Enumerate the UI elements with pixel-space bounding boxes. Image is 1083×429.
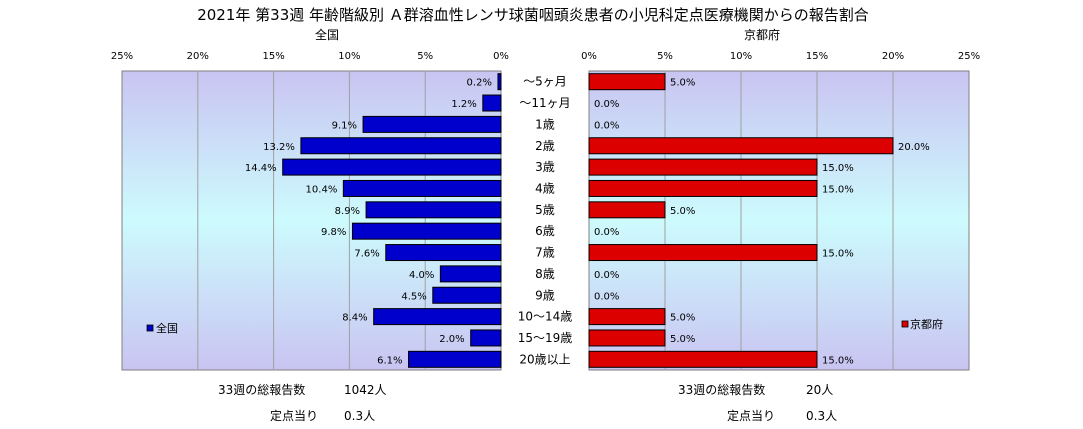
left-footer: 33週の総報告数 1042人 定点当り 0.3人 (218, 382, 387, 423)
right-tick-label: 20% (882, 51, 904, 62)
left-tick-label: 0% (493, 51, 509, 62)
left-bar (300, 137, 502, 155)
right-data-label: 5.0% (670, 334, 695, 345)
right-bar (588, 308, 666, 326)
left-tick-label: 25% (111, 51, 133, 62)
left-tick-label: 5% (417, 51, 433, 62)
left-data-label: 8.4% (342, 313, 367, 324)
left-data-label: 0.2% (467, 78, 492, 89)
left-per-value: 0.3人 (344, 409, 375, 423)
left-bar (351, 222, 502, 240)
right-data-label: 0.0% (594, 291, 619, 302)
category-label: 7歳 (535, 246, 555, 260)
left-bar (497, 73, 502, 91)
right-data-label: 0.0% (594, 270, 619, 281)
right-bar (588, 244, 818, 262)
category-label: 15～19歳 (518, 331, 573, 345)
left-tick-label: 15% (262, 51, 284, 62)
category-label: ～11ヶ月 (519, 96, 570, 110)
left-per-label: 定点当り (270, 408, 318, 423)
left-total-value: 1042人 (344, 383, 387, 397)
right-tick-label: 5% (657, 51, 673, 62)
left-data-label: 9.1% (332, 120, 357, 131)
left-legend-swatch (146, 324, 154, 332)
right-bar (588, 73, 666, 91)
category-label: 2歳 (535, 139, 555, 153)
left-bar (439, 265, 502, 283)
left-tick-label: 20% (187, 51, 209, 62)
category-label: 8歳 (535, 267, 555, 281)
right-per-label: 定点当り (727, 408, 775, 423)
left-data-label: 1.2% (451, 99, 476, 110)
right-total-value: 20人 (806, 383, 833, 397)
left-bar (482, 94, 502, 112)
left-bar (362, 115, 502, 133)
left-bar (385, 244, 502, 262)
category-label: ～5ヶ月 (523, 75, 567, 89)
left-data-label: 9.8% (321, 227, 346, 238)
right-tick-label: 15% (806, 51, 828, 62)
chart-title: 2021年 第33週 年齢階級別 Ａ群溶血性レンサ球菌咽頭炎患者の小児科定点医療… (197, 6, 869, 24)
left-panel-subtitle: 全国 (315, 27, 339, 42)
right-data-label: 15.0% (822, 355, 854, 366)
right-data-label: 15.0% (822, 249, 854, 260)
right-legend-label: 京都府 (910, 317, 943, 331)
right-data-label: 0.0% (594, 227, 619, 238)
right-panel: 0% 5% 10% 15% 20% 25% 5.0% 0.0% 0.0% 20.0% 15.0% 1… (581, 51, 980, 371)
right-bar (588, 158, 818, 176)
category-axis: ～5ヶ月 ～11ヶ月 1歳 2歳 3歳 4歳 5歳 6歳 7歳 8歳 9歳 10～14歳 15～19歳 2… (518, 75, 573, 367)
category-label: 3歳 (535, 160, 555, 174)
category-label: 20歳以上 (519, 352, 570, 366)
right-bar (588, 350, 818, 368)
right-panel-subtitle: 京都府 (744, 27, 780, 42)
left-data-label: 2.0% (439, 334, 464, 345)
left-data-label: 14.4% (245, 163, 277, 174)
left-data-label: 8.9% (335, 206, 360, 217)
category-label: 1歳 (535, 117, 555, 131)
category-label: 5歳 (535, 203, 555, 217)
left-bar (342, 179, 502, 197)
right-data-label: 15.0% (822, 184, 854, 195)
category-label: 4歳 (535, 181, 555, 195)
left-total-label: 33週の総報告数 (218, 382, 305, 397)
right-data-label: 0.0% (594, 99, 619, 110)
left-bar (432, 286, 502, 304)
left-data-label: 4.0% (409, 270, 434, 281)
right-bar (588, 179, 818, 197)
left-plot-area (121, 70, 502, 371)
right-bar (588, 137, 894, 155)
left-bar (408, 350, 502, 368)
left-panel: 25% 20% 15% 10% 5% 0% 0.2% 1.2% 9.1% 13.2% 14.4% 1… (111, 51, 509, 371)
right-total-label: 33週の総報告数 (678, 382, 765, 397)
left-data-label: 10.4% (306, 184, 338, 195)
right-bar (588, 329, 666, 347)
right-tick-label: 25% (958, 51, 980, 62)
left-bar (282, 158, 502, 176)
right-data-label: 0.0% (594, 120, 619, 131)
right-per-value: 0.3人 (806, 409, 837, 423)
right-bar (588, 201, 666, 219)
category-label: 6歳 (535, 224, 555, 238)
left-legend-label: 全国 (156, 321, 178, 335)
right-legend-swatch (901, 320, 909, 328)
right-data-label: 5.0% (670, 78, 695, 89)
left-data-label: 6.1% (377, 355, 402, 366)
right-data-label: 15.0% (822, 163, 854, 174)
left-data-label: 7.6% (354, 249, 379, 260)
left-tick-label: 10% (338, 51, 360, 62)
category-label: 9歳 (535, 288, 555, 302)
right-data-label: 5.0% (670, 313, 695, 324)
left-data-label: 13.2% (263, 142, 295, 153)
left-bar (470, 329, 502, 347)
category-label: 10～14歳 (518, 310, 573, 324)
right-tick-label: 10% (730, 51, 752, 62)
right-data-label: 5.0% (670, 206, 695, 217)
left-bar (373, 308, 502, 326)
left-data-label: 4.5% (401, 291, 426, 302)
left-bar (365, 201, 502, 219)
right-tick-label: 0% (581, 51, 597, 62)
right-footer: 33週の総報告数 20人 定点当り 0.3人 (678, 382, 837, 423)
right-data-label: 20.0% (898, 142, 930, 153)
